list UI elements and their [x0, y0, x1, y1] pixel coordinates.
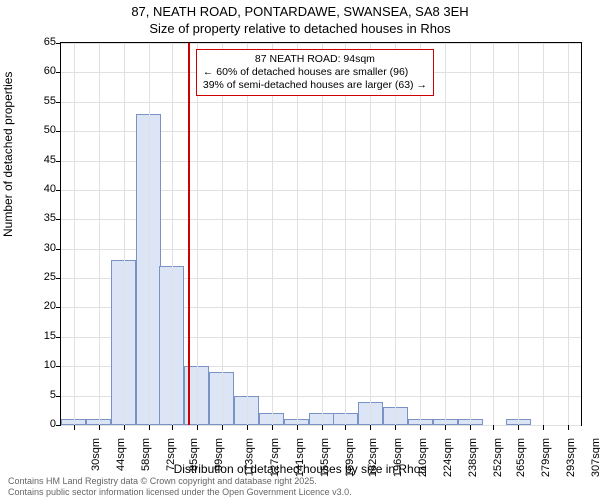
ytick-label: 55 — [32, 95, 56, 107]
title-line-1: 87, NEATH ROAD, PONTARDAWE, SWANSEA, SA8… — [0, 4, 600, 21]
ytick-label: 35 — [32, 212, 56, 224]
xtick-label: 265sqm — [516, 438, 528, 477]
ytick-label: 25 — [32, 271, 56, 283]
xtick-label: 30sqm — [90, 438, 102, 471]
annotation-line: ← 60% of detached houses are smaller (96… — [203, 66, 427, 79]
ytick-label: 15 — [32, 330, 56, 342]
ytick-label: 20 — [32, 300, 56, 312]
xtick-label: 85sqm — [188, 438, 200, 471]
xtick-label: 182sqm — [367, 438, 379, 477]
xtick-label: 141sqm — [294, 438, 306, 477]
annotation-box: 87 NEATH ROAD: 94sqm← 60% of detached ho… — [196, 49, 434, 96]
xtick-label: 113sqm — [243, 438, 255, 476]
xtick-label: 224sqm — [442, 438, 454, 477]
ytick-label: 60 — [32, 65, 56, 77]
ytick-label: 10 — [32, 359, 56, 371]
xtick-label: 44sqm — [115, 438, 127, 471]
ytick-label: 45 — [32, 154, 56, 166]
footer-line-1: Contains HM Land Registry data © Crown c… — [8, 476, 352, 487]
xtick-label: 169sqm — [344, 438, 356, 477]
reference-line — [188, 43, 190, 425]
ytick-label: 65 — [32, 36, 56, 48]
xtick-label: 210sqm — [417, 438, 429, 477]
xtick-label: 155sqm — [319, 438, 331, 477]
ytick-label: 40 — [32, 183, 56, 195]
annotation-line: 39% of semi-detached houses are larger (… — [203, 79, 427, 92]
xtick-label: 252sqm — [492, 438, 504, 477]
ytick-label: 0 — [32, 418, 56, 430]
xtick-label: 293sqm — [566, 438, 578, 477]
xtick-label: 99sqm — [213, 438, 225, 471]
xtick-label: 279sqm — [541, 438, 553, 477]
xtick-label: 196sqm — [392, 438, 404, 477]
ytick-label: 30 — [32, 242, 56, 254]
xtick-label: 127sqm — [269, 438, 281, 477]
xtick-label: 307sqm — [591, 438, 600, 477]
y-axis-label: Number of detached properties — [1, 72, 15, 237]
xtick-label: 72sqm — [165, 438, 177, 471]
ytick-label: 50 — [32, 124, 56, 136]
ytick-label: 5 — [32, 389, 56, 401]
title-line-2: Size of property relative to detached ho… — [0, 21, 600, 38]
footer-line-2: Contains public sector information licen… — [8, 487, 352, 498]
xtick-label: 58sqm — [140, 438, 152, 471]
annotation-line: 87 NEATH ROAD: 94sqm — [203, 53, 427, 66]
histogram-chart: 87 NEATH ROAD: 94sqm← 60% of detached ho… — [60, 42, 582, 426]
xtick-label: 238sqm — [467, 438, 479, 477]
